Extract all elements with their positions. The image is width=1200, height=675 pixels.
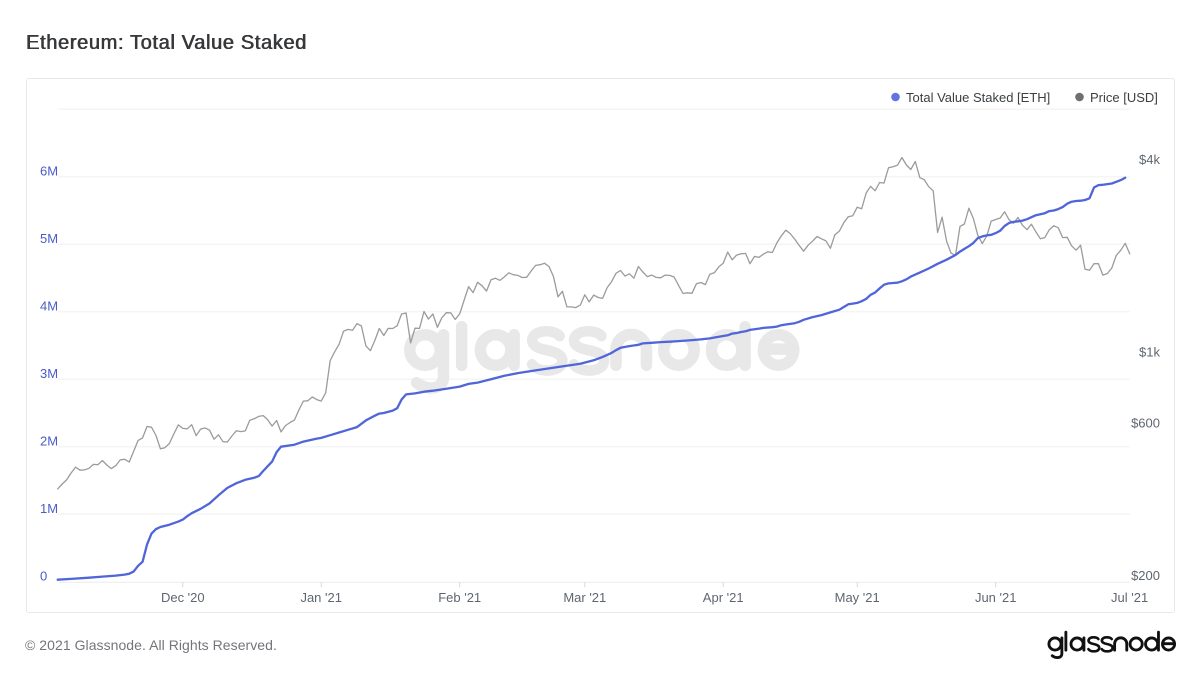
svg-text:1M: 1M: [40, 501, 58, 516]
svg-text:2M: 2M: [40, 434, 58, 449]
svg-text:6M: 6M: [40, 164, 58, 179]
svg-text:Jul '21: Jul '21: [1111, 590, 1148, 605]
svg-text:Total Value Staked [ETH]: Total Value Staked [ETH]: [906, 90, 1050, 105]
svg-text:5M: 5M: [40, 231, 58, 246]
svg-text:Jan '21: Jan '21: [300, 590, 342, 605]
svg-text:4M: 4M: [40, 299, 58, 314]
svg-text:Mar '21: Mar '21: [563, 590, 606, 605]
svg-text:$4k: $4k: [1139, 152, 1160, 167]
svg-text:$600: $600: [1131, 415, 1160, 430]
svg-text:Apr '21: Apr '21: [703, 590, 744, 605]
svg-text:Price [USD]: Price [USD]: [1090, 90, 1158, 105]
svg-text:3M: 3M: [40, 366, 58, 381]
svg-text:Jun '21: Jun '21: [975, 590, 1017, 605]
svg-text:$1k: $1k: [1139, 344, 1160, 359]
svg-text:May '21: May '21: [835, 590, 880, 605]
svg-text:$200: $200: [1131, 568, 1160, 583]
svg-text:Dec '20: Dec '20: [161, 590, 205, 605]
svg-text:Feb '21: Feb '21: [438, 590, 481, 605]
svg-text:0: 0: [40, 569, 47, 584]
